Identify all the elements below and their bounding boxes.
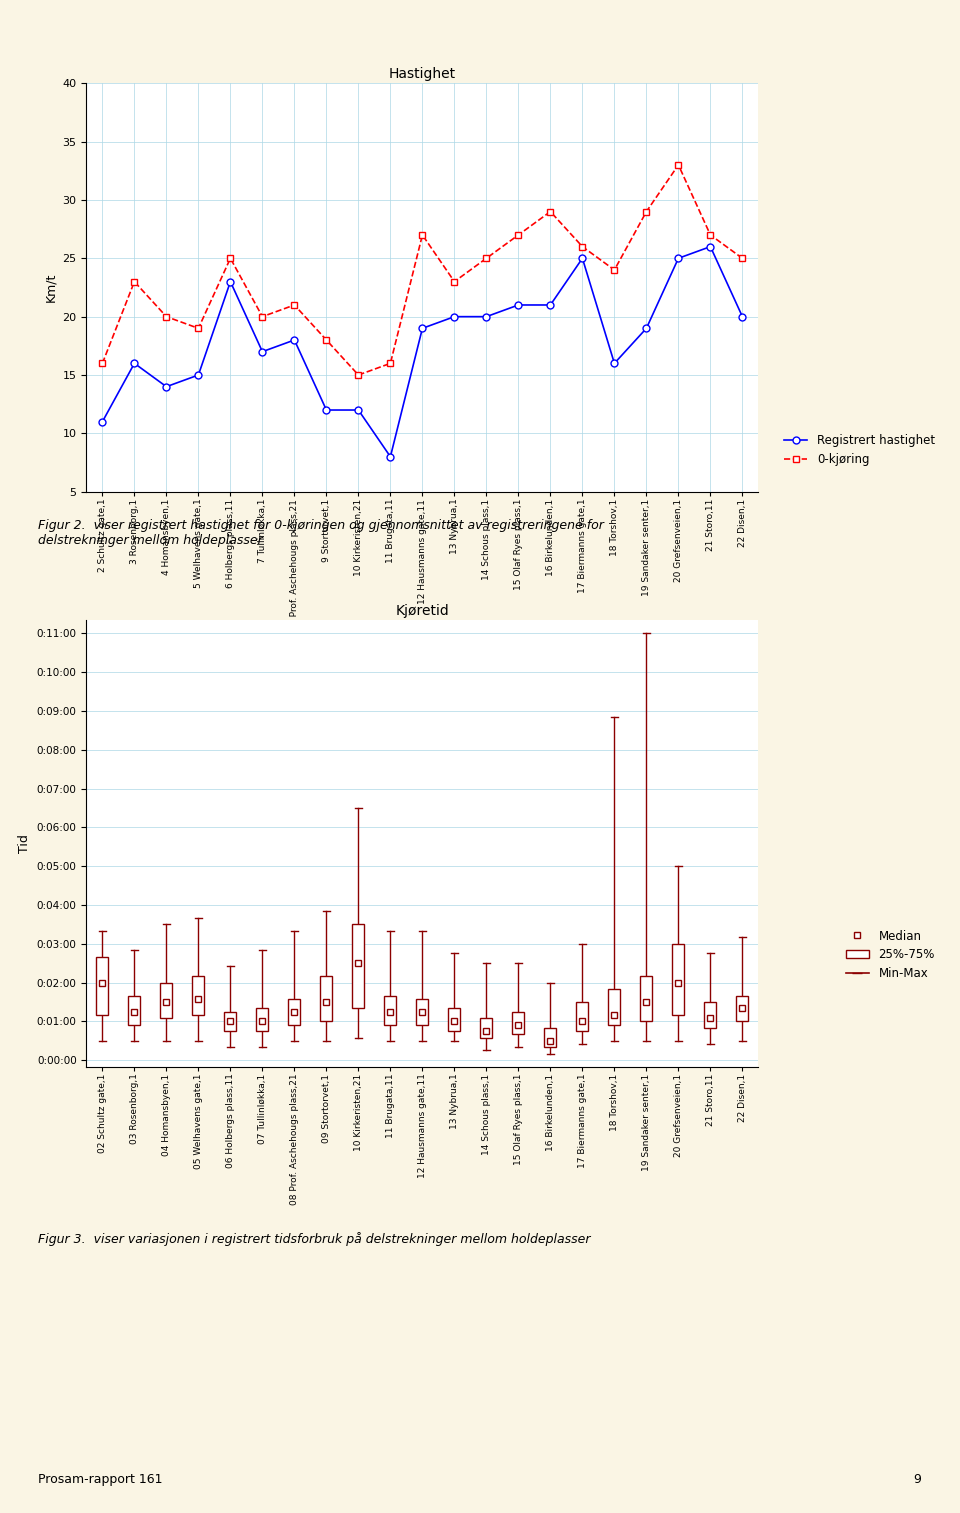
Bar [225,1012,236,1030]
Y-axis label: Tid: Tid [18,834,31,853]
Bar [129,996,140,1024]
Bar [321,976,332,1021]
Bar [513,1012,524,1035]
Title: Kjøretid: Kjøretid [396,604,449,617]
Bar [544,1027,557,1047]
Bar [160,982,173,1018]
Bar [192,976,204,1015]
Y-axis label: Km/t: Km/t [44,272,57,303]
Bar [736,996,749,1021]
Bar [640,976,653,1021]
Bar [448,1009,461,1030]
Text: Figur 2.  viser registrert hastighet for 0-kjøringen og gjennomsnittet av regist: Figur 2. viser registrert hastighet for … [38,519,604,548]
Text: Prosam-rapport 161: Prosam-rapport 161 [38,1472,163,1486]
Bar [576,1002,588,1030]
Bar [96,956,108,1015]
Text: 9: 9 [914,1472,922,1486]
Title: Hastighet: Hastighet [389,67,456,80]
Bar [352,924,365,1009]
Bar [384,996,396,1024]
Legend: Registrert hastighet, 0-kjøring: Registrert hastighet, 0-kjøring [780,430,940,471]
Bar [705,1002,716,1027]
Legend: Median, 25%-75%, Min-Max: Median, 25%-75%, Min-Max [841,924,940,985]
Bar [672,944,684,1015]
Bar [288,999,300,1024]
Text: Figur 3.  viser variasjonen i registrert tidsforbruk på delstrekninger mellom ho: Figur 3. viser variasjonen i registrert … [38,1232,591,1245]
Bar [609,990,620,1024]
Bar [417,999,428,1024]
Bar [256,1009,269,1030]
Bar [480,1018,492,1038]
